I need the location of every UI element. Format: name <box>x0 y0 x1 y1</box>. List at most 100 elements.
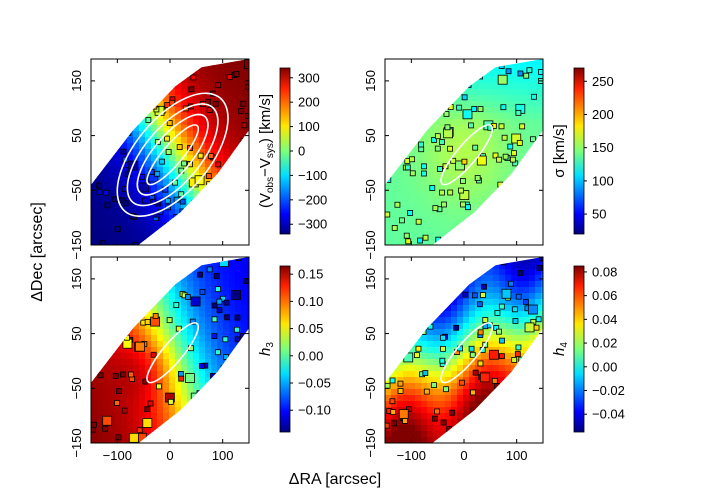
data-bin-square <box>425 288 432 295</box>
heatmap-cell <box>115 413 122 420</box>
heatmap-cell <box>469 149 476 156</box>
heatmap-cell <box>445 419 452 426</box>
heatmap-cell <box>115 209 122 216</box>
heatmap-cell <box>421 431 428 438</box>
heatmap-cell <box>493 113 500 120</box>
heatmap-cell <box>433 317 440 324</box>
heatmap-cell <box>157 317 164 324</box>
heatmap-cell <box>151 383 158 390</box>
heatmap-cell <box>499 161 506 168</box>
heatmap-cell <box>445 95 452 102</box>
heatmap-cell <box>397 281 404 288</box>
data-bin-square <box>520 191 526 198</box>
heatmap-cell <box>535 275 542 282</box>
heatmap-cell <box>463 401 470 408</box>
data-bin-square <box>129 257 136 261</box>
heatmap-cell <box>469 89 476 96</box>
heatmap-cell <box>217 341 224 348</box>
heatmap-cell <box>157 407 164 414</box>
heatmap-cell <box>199 359 206 366</box>
heatmap-cell <box>493 293 500 300</box>
heatmap-cell <box>223 377 230 384</box>
heatmap-cell <box>403 377 410 384</box>
heatmap-cell <box>439 83 446 90</box>
heatmap-cell <box>187 311 194 318</box>
colorbar-label: σ [km/s] <box>551 124 568 177</box>
data-bin-square <box>399 217 405 224</box>
heatmap-cell <box>133 269 140 276</box>
heatmap-cell <box>409 347 416 354</box>
heatmap-cell <box>211 233 218 240</box>
heatmap-cell <box>223 209 230 216</box>
heatmap-cell <box>403 311 410 318</box>
heatmap-cell <box>469 59 476 66</box>
heatmap-cell <box>469 233 476 240</box>
heatmap-cell <box>427 269 434 276</box>
heatmap-cell <box>523 203 530 210</box>
heatmap-cell <box>121 437 128 443</box>
heatmap-cell <box>415 365 422 372</box>
heatmap-cell <box>535 167 542 174</box>
data-bin-square <box>178 228 185 235</box>
heatmap-cell <box>475 191 482 198</box>
heatmap-cell <box>109 71 116 78</box>
heatmap-cell <box>121 413 128 420</box>
heatmap-cell <box>475 143 482 150</box>
heatmap-cell <box>133 353 140 360</box>
heatmap-cell <box>205 329 212 336</box>
heatmap-cell <box>391 347 398 354</box>
heatmap-cell <box>475 149 482 156</box>
heatmap-cell <box>133 239 140 245</box>
heatmap-cell <box>505 413 512 420</box>
heatmap-cell <box>523 341 530 348</box>
heatmap-cell <box>541 113 543 120</box>
colorbar-tick-label: 50 <box>592 207 606 222</box>
heatmap-cell <box>241 155 248 162</box>
heatmap-cell <box>529 191 536 198</box>
heatmap-cell <box>193 59 200 66</box>
heatmap-cell <box>385 131 392 138</box>
heatmap-cell <box>163 59 170 66</box>
heatmap-cell <box>391 203 398 210</box>
heatmap-cell <box>385 119 392 126</box>
heatmap-cell <box>469 77 476 84</box>
heatmap-cell <box>193 329 200 336</box>
heatmap-cell <box>499 107 506 114</box>
heatmap-cell <box>481 59 488 66</box>
heatmap-cell <box>241 89 248 96</box>
heatmap-cell <box>451 149 458 156</box>
heatmap-cell <box>133 335 140 342</box>
heatmap-cell <box>109 425 116 432</box>
colorbar <box>279 265 291 433</box>
heatmap-cell <box>193 107 200 114</box>
heatmap-cell <box>103 287 110 294</box>
heatmap-cell <box>157 167 164 174</box>
heatmap-cell <box>499 383 506 390</box>
heatmap-cell <box>523 311 530 318</box>
heatmap-cell <box>487 317 494 324</box>
heatmap-cell <box>139 359 146 366</box>
heatmap-cell <box>241 365 248 372</box>
heatmap-cell <box>193 341 200 348</box>
heatmap-cell <box>193 401 200 408</box>
heatmap-cell <box>439 257 446 264</box>
heatmap-cell <box>493 341 500 348</box>
heatmap-cell <box>241 377 248 384</box>
heatmap-cell <box>115 221 122 228</box>
heatmap-cell <box>511 371 518 378</box>
heatmap-cell <box>211 125 218 132</box>
heatmap-cell <box>97 299 104 306</box>
heatmap-cell <box>511 365 518 372</box>
heatmap-cell <box>487 233 494 240</box>
heatmap-cell <box>181 263 188 270</box>
heatmap-cell <box>193 293 200 300</box>
data-bin-square <box>231 290 242 300</box>
heatmap-cell <box>127 383 134 390</box>
colorbar-label: h4 <box>551 342 570 356</box>
heatmap-cell <box>493 77 500 84</box>
heatmap-cell <box>403 371 410 378</box>
heatmap-cell <box>391 365 398 372</box>
heatmap-cell <box>511 329 518 336</box>
heatmap-cell <box>157 413 164 420</box>
